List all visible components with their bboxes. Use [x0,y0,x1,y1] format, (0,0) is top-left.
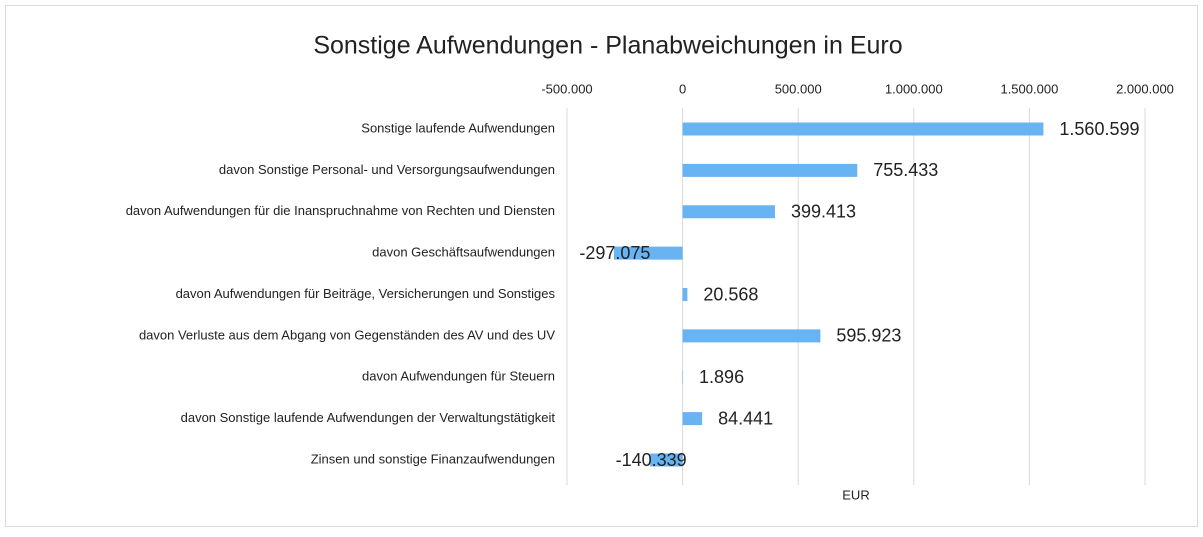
bar [683,164,858,177]
category-label: Sonstige laufende Aufwendungen [361,120,555,135]
bar [683,412,703,425]
value-label: 595.923 [836,326,901,346]
bar [683,288,688,301]
category-label: davon Sonstige laufende Aufwendungen der… [181,410,556,425]
category-label: davon Geschäftsaufwendungen [372,245,555,260]
value-label: 755.433 [873,160,938,180]
x-axis-title: EUR [842,487,869,502]
x-tick-label: 500.000 [775,81,822,96]
category-label: davon Aufwendungen für Beiträge, Versich… [176,286,556,301]
value-label: 1.896 [699,367,744,387]
x-tick-label: 1.000.000 [885,81,943,96]
category-label: davon Aufwendungen für Steuern [362,369,555,384]
category-label: davon Aufwendungen für die Inanspruchnah… [126,203,555,218]
value-label: 20.568 [703,284,758,304]
x-tick-label: 2.000.000 [1116,81,1174,96]
category-label: Zinsen und sonstige Finanzaufwendungen [311,451,555,466]
value-label: 1.560.599 [1059,119,1139,139]
bar [683,123,1044,136]
x-tick-label: 0 [679,81,686,96]
x-tick-label: -500.000 [541,81,592,96]
value-label: 84.441 [718,408,773,428]
category-label: davon Verluste aus dem Abgang von Gegens… [139,327,555,342]
x-tick-label: 1.500.000 [1000,81,1058,96]
category-label: davon Sonstige Personal- und Versorgungs… [219,162,555,177]
value-label: 399.413 [791,202,856,222]
bar [683,329,821,342]
chart-title: Sonstige Aufwendungen - Planabweichungen… [313,32,902,60]
bar [683,205,775,218]
value-label: -140.339 [616,450,687,470]
value-label: -297.075 [579,243,650,263]
